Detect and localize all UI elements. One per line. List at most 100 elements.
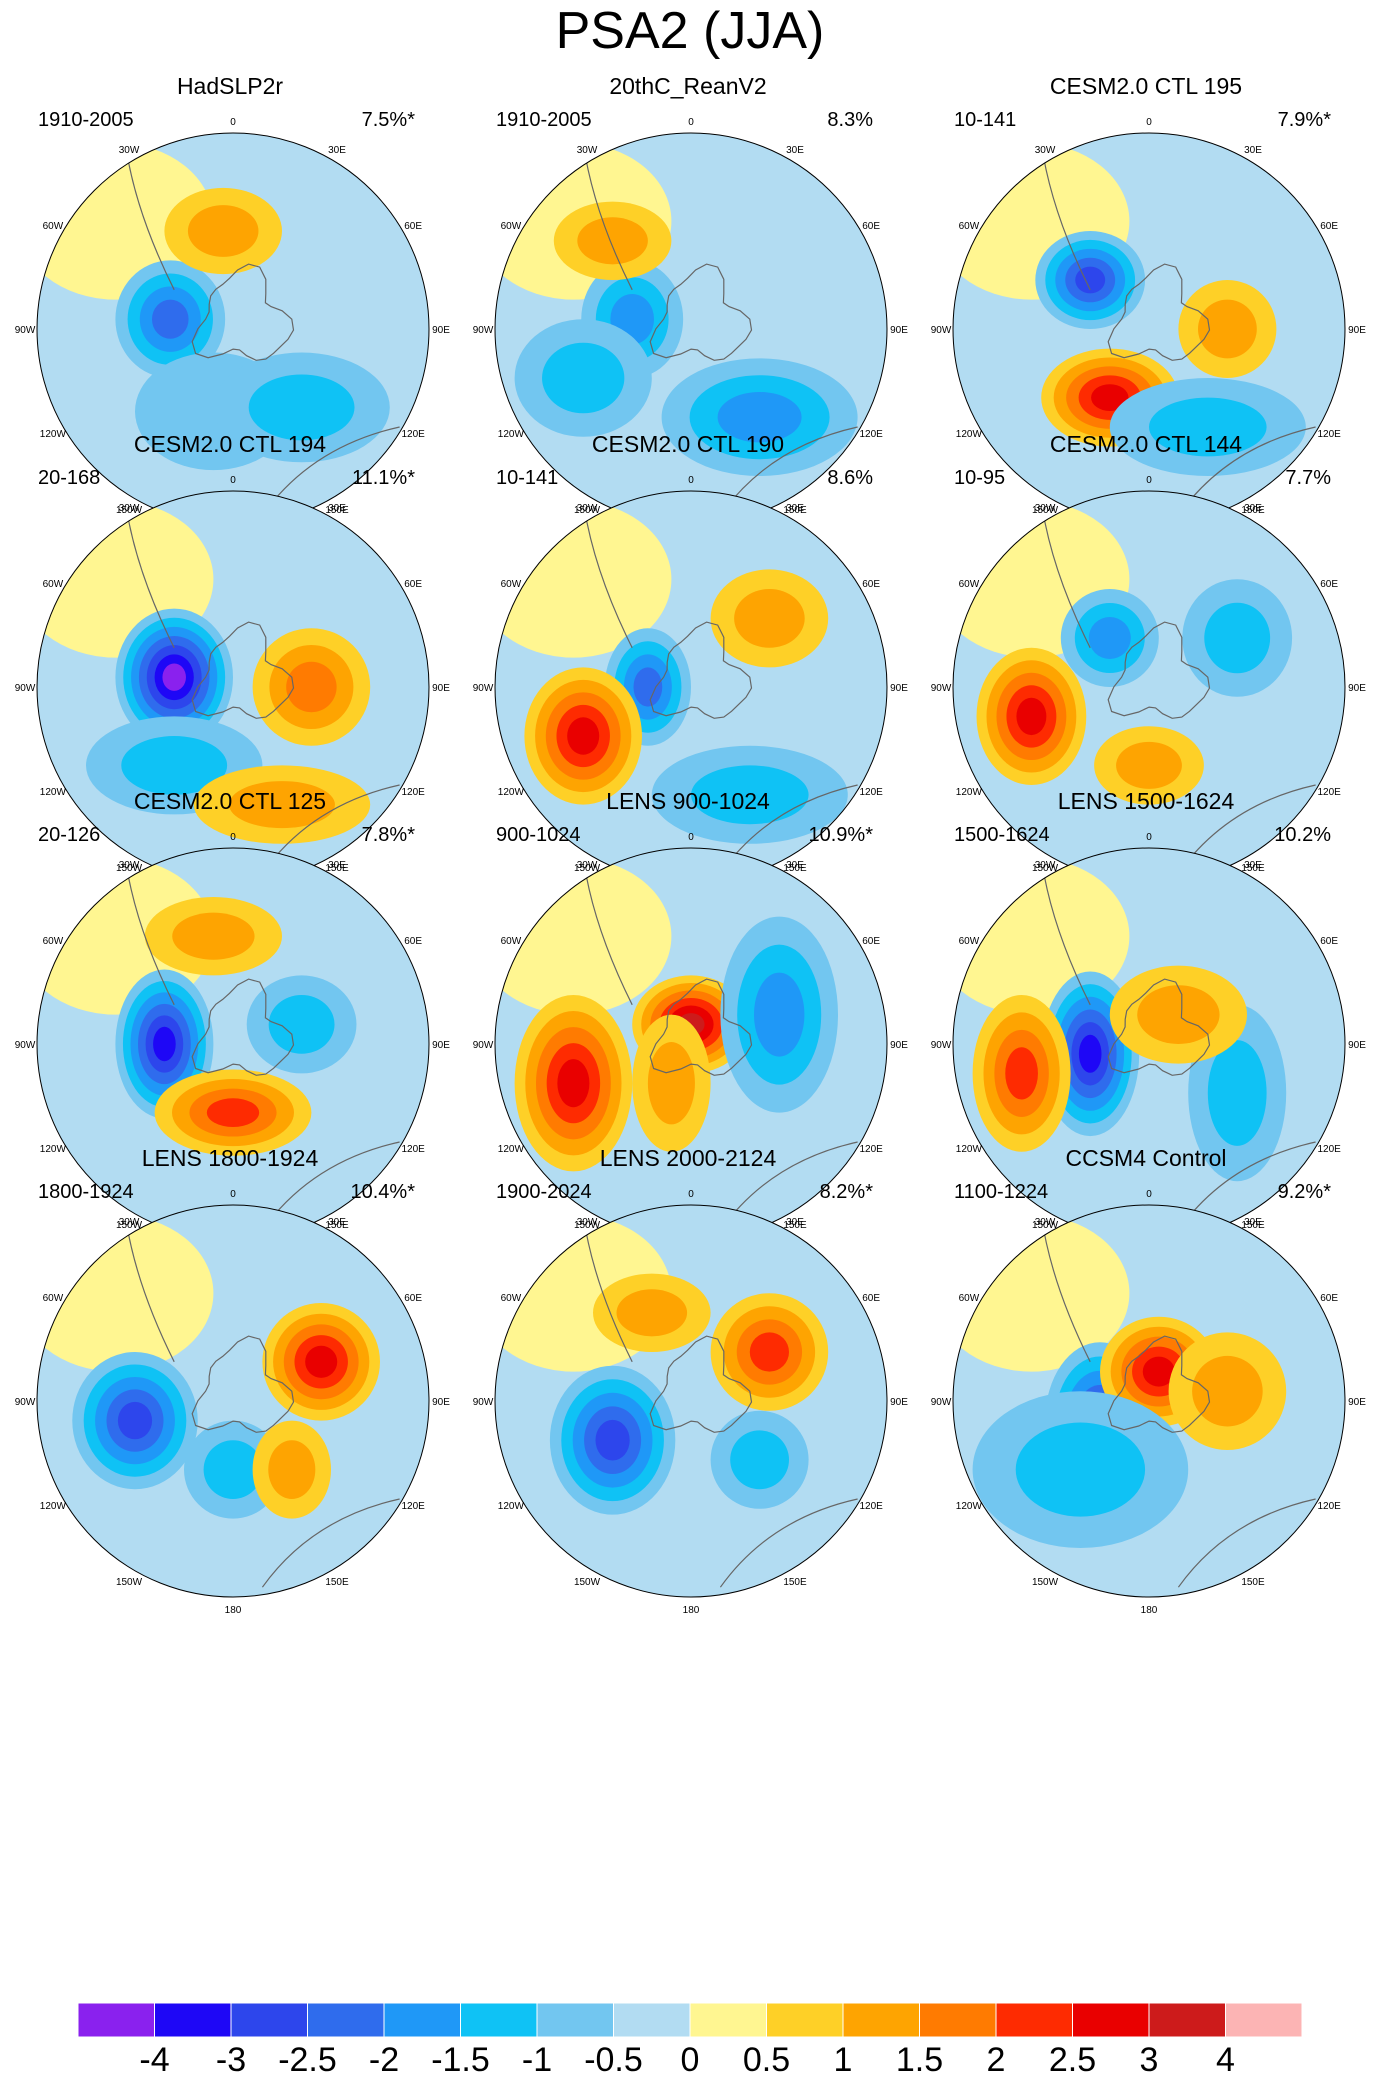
longitude-label: 60E — [862, 936, 880, 947]
panel-period: 20-168 — [38, 467, 101, 489]
contour-level — [730, 1430, 789, 1490]
longitude-label: 30W — [119, 860, 140, 871]
longitude-label: 30E — [328, 503, 346, 514]
longitude-label: 30W — [577, 145, 598, 156]
longitude-label: 0 — [688, 117, 694, 128]
longitude-label: 0 — [1146, 1189, 1152, 1200]
panel-title: CESM2.0 CTL 194 — [133, 431, 327, 457]
longitude-label: 150W — [574, 1220, 601, 1231]
contour-level — [595, 1419, 630, 1461]
longitude-label: 90W — [931, 325, 952, 336]
longitude-label: 120W — [956, 787, 983, 798]
contour-level — [187, 205, 259, 257]
longitude-label: 90W — [15, 325, 36, 336]
longitude-label: 30W — [577, 1217, 598, 1228]
longitude-label: 60W — [43, 221, 64, 232]
contour-level — [691, 765, 809, 825]
colorbar-label: -4 — [139, 2041, 170, 2079]
longitude-label: 30E — [1244, 860, 1262, 871]
longitude-label: 30W — [577, 860, 598, 871]
longitude-label: 120E — [401, 1144, 425, 1155]
longitude-label: 90E — [890, 325, 908, 336]
longitude-label: 0 — [688, 832, 694, 843]
longitude-label: 150E — [1241, 1220, 1265, 1231]
colorbar-label: 2 — [986, 2041, 1006, 2079]
contour-level — [616, 1289, 688, 1337]
longitude-label: 90W — [473, 1040, 494, 1051]
antarctica-coastline — [1107, 978, 1211, 1076]
colorbar-swatch — [613, 2003, 691, 2037]
colorbar-label: 3 — [1139, 2041, 1159, 2079]
longitude-label: 60E — [404, 936, 422, 947]
longitude-label: 60E — [404, 221, 422, 232]
contour-level — [1137, 985, 1220, 1044]
map-border — [494, 1204, 888, 1598]
colorbar — [78, 2003, 1302, 2037]
colorbar-label: -2.5 — [278, 2041, 337, 2079]
longitude-label: 60W — [501, 936, 522, 947]
longitude-label: 90E — [890, 1040, 908, 1051]
longitude-label: 0 — [688, 475, 694, 486]
longitude-label: 120E — [1317, 429, 1341, 440]
longitude-label: 60W — [959, 221, 980, 232]
longitude-label: 60E — [404, 1293, 422, 1304]
antarctica-coastline — [649, 621, 753, 719]
longitude-label: 150E — [783, 863, 807, 874]
longitude-label: 0 — [1146, 475, 1152, 486]
panel-title: 20thC_ReanV2 — [609, 73, 767, 99]
panel-title: LENS 2000-2124 — [599, 1145, 777, 1171]
contour-level — [172, 912, 255, 960]
longitude-label: 150W — [1032, 505, 1059, 516]
contour-level — [749, 1332, 789, 1372]
longitude-label: 150E — [783, 1577, 807, 1588]
longitude-label: 30W — [119, 145, 140, 156]
contour-level — [1088, 617, 1131, 659]
longitude-label: 30W — [119, 1217, 140, 1228]
longitude-label: 60E — [862, 221, 880, 232]
longitude-label: 120W — [40, 429, 67, 440]
antarctica-coastline — [649, 1335, 753, 1433]
longitude-label: 120E — [401, 787, 425, 798]
longitude-label: 30E — [328, 860, 346, 871]
contour-level — [1005, 1047, 1038, 1100]
longitude-label: 120E — [1317, 787, 1341, 798]
map-border — [36, 1204, 430, 1598]
colorbar-swatch — [307, 2003, 385, 2037]
colorbar-swatch — [1148, 2003, 1226, 2037]
longitude-label: 120W — [498, 787, 525, 798]
longitude-label: 120E — [859, 1144, 883, 1155]
colorbar-swatch — [536, 2003, 614, 2037]
longitude-label: 30W — [1035, 860, 1056, 871]
longitude-label: 120E — [859, 787, 883, 798]
contour-level — [1198, 299, 1257, 359]
colorbar-swatch — [689, 2003, 767, 2037]
colorbar-label: 0 — [680, 2041, 700, 2079]
panel-period: 1910-2005 — [496, 109, 592, 131]
longitude-label: 60W — [501, 1293, 522, 1304]
longitude-label: 90E — [890, 683, 908, 694]
panel-title: LENS 900-1024 — [606, 788, 770, 814]
longitude-label: 60E — [862, 579, 880, 590]
longitude-label: 60E — [1320, 221, 1338, 232]
antarctica-coastline — [649, 263, 753, 361]
longitude-label: 120E — [1317, 1144, 1341, 1155]
colorbar-label: -1.5 — [431, 2041, 490, 2079]
longitude-label: 120E — [401, 429, 425, 440]
longitude-label: 120E — [1317, 1501, 1341, 1512]
longitude-label: 90W — [931, 1040, 952, 1051]
longitude-label: 90W — [931, 683, 952, 694]
contour-level — [647, 1042, 695, 1125]
map-panel: CESM2.0 CTL 144 10-95 7.7% 0 30E 60E 90E 120E 15… — [916, 430, 1376, 905]
longitude-label: 30E — [1244, 145, 1262, 156]
panel-period: 1800-1924 — [38, 1181, 134, 1203]
longitude-label: 90W — [931, 1397, 952, 1408]
colorbar-swatch — [1072, 2003, 1150, 2037]
longitude-label: 90E — [1348, 1397, 1366, 1408]
